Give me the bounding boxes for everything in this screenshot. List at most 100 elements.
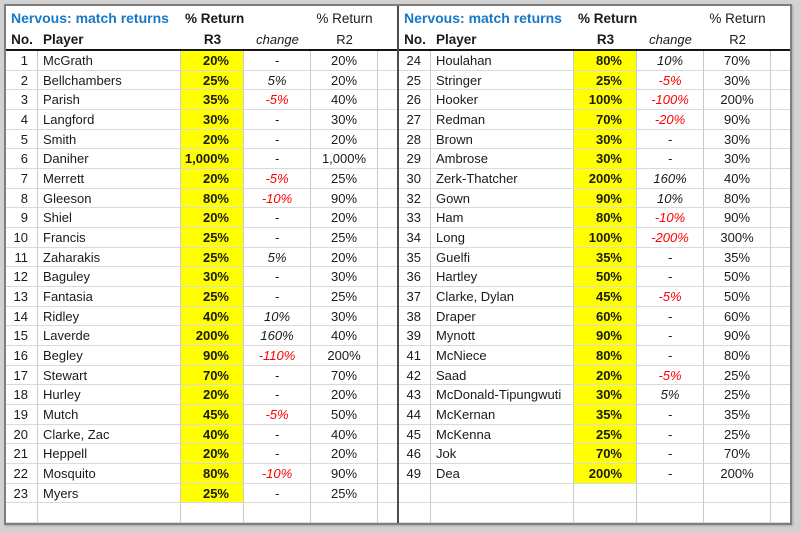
cell-r2[interactable]: 35% [704, 405, 771, 425]
cell-no[interactable]: 5 [6, 129, 38, 150]
cell-no[interactable]: 18 [6, 385, 38, 406]
cell-player[interactable]: McKenna [431, 424, 574, 445]
cell-player[interactable]: Fantasia [38, 287, 181, 307]
cell-no[interactable]: 11 [6, 247, 38, 268]
cell-change[interactable] [637, 483, 704, 504]
cell-player[interactable]: Brown [431, 129, 574, 150]
cell-no[interactable]: 32 [399, 188, 431, 209]
cell-r3[interactable]: 20% [181, 169, 244, 189]
cell-r3[interactable]: 25% [574, 424, 637, 445]
cell-spare[interactable] [378, 267, 397, 288]
cell-spare[interactable] [378, 484, 397, 504]
cell-no[interactable]: 44 [399, 405, 431, 425]
cell-change[interactable]: - [244, 208, 311, 229]
cell-no[interactable]: 29 [399, 149, 431, 170]
cell-spare[interactable] [771, 149, 790, 170]
cell-spare[interactable] [771, 267, 790, 288]
cell-change[interactable]: - [637, 326, 704, 347]
cell-change[interactable]: 10% [244, 306, 311, 327]
cell-spare[interactable] [771, 169, 790, 189]
cell-r3[interactable]: 30% [181, 110, 244, 130]
cell-r2[interactable]: 20% [311, 208, 378, 229]
cell-no[interactable]: 38 [399, 306, 431, 327]
cell-r3[interactable]: 20% [181, 51, 244, 71]
cell-spare[interactable] [378, 307, 397, 327]
cell-no[interactable]: 22 [6, 464, 38, 484]
cell-r2[interactable]: 40% [311, 90, 378, 111]
cell-player[interactable]: Daniher [38, 149, 181, 170]
cell-r2[interactable]: 25% [704, 424, 771, 445]
cell-r2[interactable]: 50% [704, 267, 771, 288]
cell-no[interactable]: 8 [6, 188, 38, 209]
cell-no[interactable]: 43 [399, 385, 431, 406]
cell-spare[interactable] [771, 208, 790, 229]
cell-r2[interactable]: 20% [311, 129, 378, 150]
cell-no[interactable]: 16 [6, 346, 38, 366]
cell-spare[interactable] [771, 503, 790, 524]
cell-player[interactable]: McKernan [431, 405, 574, 425]
cell-no[interactable] [399, 483, 431, 504]
cell-r3[interactable]: 30% [574, 129, 637, 150]
cell-r2[interactable]: 1,000% [311, 149, 378, 170]
cell-no[interactable]: 19 [6, 405, 38, 425]
cell-change[interactable] [244, 503, 311, 524]
cell-r2[interactable]: 90% [704, 110, 771, 130]
cell-change[interactable]: - [244, 483, 311, 504]
cell-change[interactable]: 160% [244, 326, 311, 347]
cell-change[interactable]: -20% [637, 110, 704, 130]
cell-player[interactable]: McGrath [38, 51, 181, 71]
cell-no[interactable]: 15 [6, 326, 38, 347]
cell-no[interactable]: 10 [6, 228, 38, 248]
cell-r2[interactable]: 200% [704, 464, 771, 484]
cell-spare[interactable] [771, 326, 790, 347]
cell-r2[interactable]: 30% [704, 149, 771, 170]
cell-r3[interactable]: 25% [181, 70, 244, 91]
cell-player[interactable]: Baguley [38, 267, 181, 288]
cell-player[interactable] [38, 503, 181, 524]
cell-spare[interactable] [378, 346, 397, 366]
cell-r3[interactable]: 20% [181, 129, 244, 150]
cell-no[interactable]: 2 [6, 70, 38, 91]
cell-r3[interactable]: 90% [181, 346, 244, 366]
cell-no[interactable]: 21 [6, 444, 38, 465]
cell-no[interactable]: 34 [399, 228, 431, 248]
cell-r2[interactable]: 300% [704, 228, 771, 248]
cell-r2[interactable]: 60% [704, 306, 771, 327]
cell-spare[interactable] [378, 287, 397, 307]
cell-spare[interactable] [378, 464, 397, 484]
cell-change[interactable]: - [637, 306, 704, 327]
cell-no[interactable]: 3 [6, 90, 38, 111]
cell-player[interactable]: Bellchambers [38, 70, 181, 91]
cell-r3[interactable]: 200% [574, 464, 637, 484]
cell-r3[interactable]: 80% [574, 346, 637, 366]
cell-r3[interactable]: 20% [574, 365, 637, 386]
cell-spare[interactable] [378, 208, 397, 229]
cell-player[interactable]: Ham [431, 208, 574, 229]
cell-player[interactable]: Hartley [431, 267, 574, 288]
cell-r3[interactable]: 30% [574, 149, 637, 170]
cell-r2[interactable]: 25% [311, 169, 378, 189]
cell-change[interactable]: -5% [637, 70, 704, 91]
cell-spare[interactable] [378, 90, 397, 111]
cell-player[interactable]: Myers [38, 483, 181, 504]
cell-r2[interactable]: 40% [704, 169, 771, 189]
cell-spare[interactable] [771, 228, 790, 248]
cell-r2[interactable]: 40% [311, 326, 378, 347]
cell-change[interactable]: 5% [244, 247, 311, 268]
cell-r3[interactable]: 80% [181, 188, 244, 209]
cell-player[interactable]: Begley [38, 346, 181, 366]
cell-change[interactable]: 10% [637, 51, 704, 71]
cell-change[interactable]: - [637, 424, 704, 445]
cell-spare[interactable] [771, 464, 790, 484]
cell-no[interactable]: 33 [399, 208, 431, 229]
cell-player[interactable]: Zaharakis [38, 247, 181, 268]
cell-change[interactable]: - [244, 287, 311, 307]
cell-change[interactable]: -5% [637, 365, 704, 386]
cell-r2[interactable]: 70% [704, 51, 771, 71]
cell-change[interactable]: - [244, 51, 311, 71]
cell-r3[interactable]: 200% [181, 326, 244, 347]
cell-no[interactable]: 49 [399, 464, 431, 484]
cell-r2[interactable]: 90% [311, 464, 378, 484]
cell-player[interactable]: Redman [431, 110, 574, 130]
cell-change[interactable]: - [244, 110, 311, 130]
